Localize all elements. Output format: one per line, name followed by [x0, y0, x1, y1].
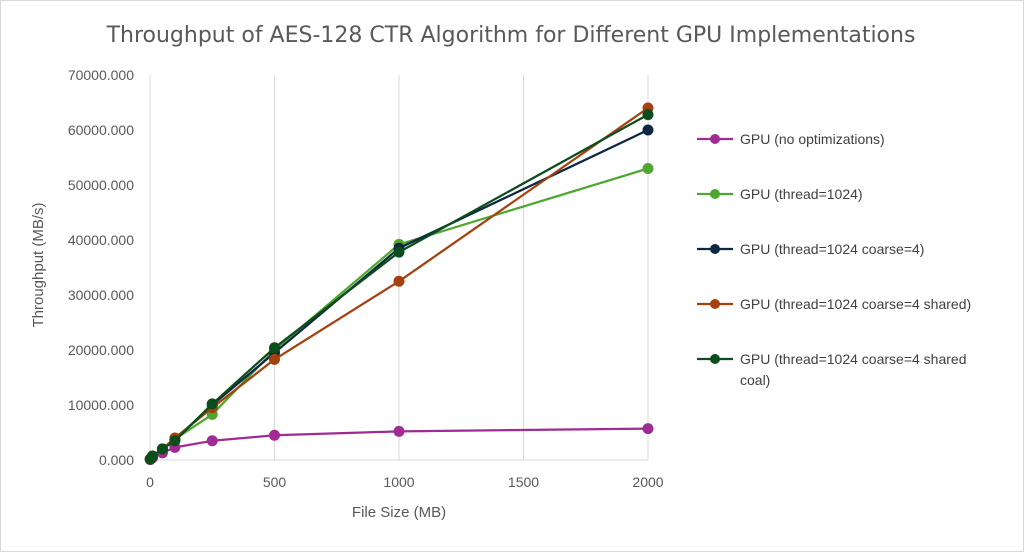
legend-item-2: GPU (thread=1024 coarse=4) [697, 241, 924, 257]
y-tick-label: 30000.000 [68, 287, 134, 303]
legend-swatch-marker [710, 189, 720, 199]
legend-swatch-marker [710, 299, 720, 309]
legend-label: GPU (thread=1024 coarse=4 shared) [740, 296, 971, 312]
x-tick-label: 2000 [632, 474, 663, 490]
data-point [642, 423, 654, 435]
legend-label: coal) [740, 372, 770, 388]
series-4 [144, 109, 654, 465]
chart-title: Throughput of AES-128 CTR Algorithm for … [106, 23, 916, 48]
y-tick-label: 40000.000 [68, 232, 134, 248]
data-point [156, 443, 168, 455]
y-tick-label: 10000.000 [68, 397, 134, 413]
legend-label: GPU (thread=1024 coarse=4 shared [740, 351, 966, 367]
x-tick-label: 1500 [508, 474, 539, 490]
data-point [642, 163, 654, 174]
legend-label: GPU (thread=1024 coarse=4) [740, 241, 924, 257]
data-point [393, 425, 405, 437]
x-tick-label: 1000 [383, 474, 414, 490]
y-tick-label: 60000.000 [68, 122, 134, 138]
x-axis-label: File Size (MB) [352, 504, 446, 521]
data-point [269, 342, 280, 354]
legend-label: GPU (no optimizations) [740, 131, 885, 147]
data-point [169, 435, 181, 447]
legend-swatch-marker [710, 134, 720, 144]
data-point [269, 429, 280, 441]
x-tick-label: 0 [146, 474, 154, 490]
data-point [393, 275, 405, 287]
legend-swatch-marker [710, 354, 720, 364]
data-point [642, 124, 654, 136]
y-axis-ticks: 0.000 10000.000 20000.000 30000.000 40000.00… [68, 67, 134, 468]
y-axis-label: Throughput (MB/s) [30, 202, 47, 327]
x-axis-ticks: 0 500 1000 1500 2000 [146, 474, 664, 490]
legend-item-3: GPU (thread=1024 coarse=4 shared) [697, 296, 971, 312]
axes [149, 75, 648, 461]
data-point [146, 450, 158, 462]
legend-item-0: GPU (no optimizations) [697, 131, 885, 147]
data-point [642, 109, 654, 121]
y-tick-label: 50000.000 [68, 177, 134, 193]
legend-label: GPU (thread=1024) [740, 186, 863, 202]
legend-swatch-marker [710, 244, 720, 254]
data-point [206, 398, 218, 410]
series-layer [144, 102, 654, 465]
grid-lines [274, 75, 649, 460]
data-point [393, 246, 405, 258]
data-point [206, 435, 218, 447]
x-tick-label: 500 [263, 474, 287, 490]
y-tick-label: 20000.000 [68, 342, 134, 358]
legend: GPU (no optimizations) GPU (thread=1024) G… [697, 131, 971, 388]
legend-item-4: GPU (thread=1024 coarse=4 shared coal) [697, 351, 966, 388]
data-point [269, 353, 280, 365]
legend-item-1: GPU (thread=1024) [697, 186, 863, 202]
y-tick-label: 70000.000 [68, 67, 134, 83]
y-tick-label: 0.000 [99, 452, 134, 468]
